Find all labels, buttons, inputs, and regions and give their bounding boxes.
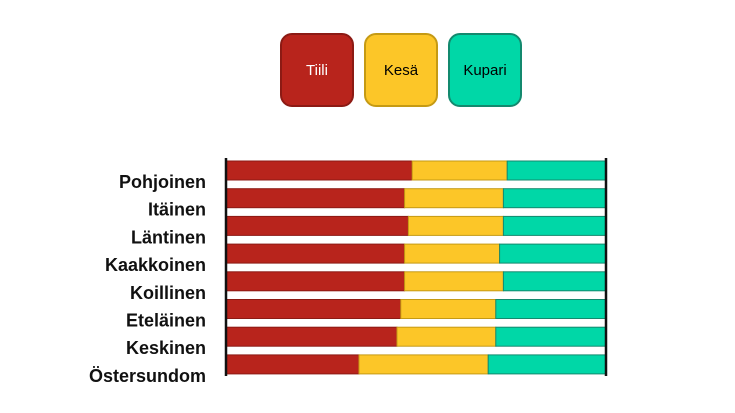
bar-segment-kupari (506, 160, 607, 181)
bar-segment-kupari (495, 299, 607, 319)
bar-row (225, 299, 607, 319)
bar-segment-kesä (404, 188, 504, 209)
bar-row (225, 271, 607, 292)
bar-segment-kupari (499, 243, 607, 264)
bar-segment-kupari (487, 354, 607, 375)
bar-segment-tiili (225, 243, 406, 264)
bar-segment-kesä (400, 299, 497, 319)
legend-item-kesä: Kesä (364, 33, 438, 107)
category-label: Itäinen (148, 200, 206, 220)
category-label: Östersundom (89, 366, 206, 386)
bar-segment-tiili (225, 354, 360, 375)
bar-segment-kupari (502, 271, 607, 292)
bar-segment-tiili (225, 215, 409, 236)
bar-row (225, 188, 607, 209)
category-label: Läntinen (131, 227, 206, 247)
bar-segment-tiili (225, 160, 413, 181)
bar-segment-tiili (225, 188, 406, 209)
bar-segment-kesä (358, 354, 489, 375)
category-label: Kaakkoinen (105, 255, 206, 275)
bar-row (225, 243, 607, 264)
bar-row (225, 326, 607, 347)
legend-item-kupari: Kupari (448, 33, 522, 107)
bar-segment-kesä (407, 215, 504, 236)
bar-segment-tiili (225, 271, 406, 292)
bar-row (225, 215, 607, 236)
bar-segment-kesä (404, 271, 504, 292)
bar-segment-kupari (502, 188, 607, 209)
category-label: Pohjoinen (119, 172, 206, 192)
bar-row (225, 354, 607, 375)
bar-segment-tiili (225, 299, 402, 319)
category-label: Keskinen (126, 338, 206, 358)
bar-segment-kupari (502, 215, 607, 236)
category-label: Eteläinen (126, 311, 206, 331)
category-label: Koillinen (130, 283, 206, 303)
legend: Tiili Kesä Kupari (280, 33, 522, 107)
legend-item-tiili: Tiili (280, 33, 354, 107)
bar-segment-kupari (495, 326, 607, 347)
bar-segment-kesä (396, 326, 497, 347)
bar-segment-tiili (225, 326, 398, 347)
bar-segment-kesä (411, 160, 508, 181)
bar-segment-kesä (404, 243, 501, 264)
bar-row (225, 160, 607, 181)
